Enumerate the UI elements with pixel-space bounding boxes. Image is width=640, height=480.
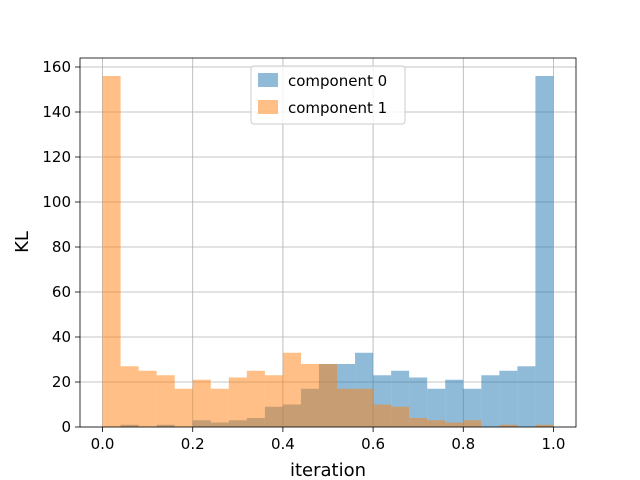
bar-component-1: [282, 352, 301, 427]
bar-component-1: [355, 388, 374, 427]
bar-component-0: [481, 375, 500, 427]
bar-component-1: [246, 370, 265, 427]
y-axis-ticks: 0 20 40 60 80 100 120 140 160: [42, 58, 80, 436]
y-tick-label: 120: [42, 148, 71, 166]
bar-component-0: [463, 388, 482, 427]
legend-swatch-component-1: [258, 100, 278, 114]
x-tick-label: 0.4: [271, 435, 295, 453]
bar-component-0: [445, 379, 464, 427]
bar-component-1: [463, 420, 482, 427]
bar-component-1: [499, 424, 518, 427]
legend-frame: [250, 65, 406, 125]
bar-component-1: [427, 420, 446, 427]
bar-component-1: [535, 424, 554, 427]
y-tick-label: 60: [52, 283, 71, 301]
bar-component-1: [300, 364, 319, 427]
y-tick-label: 0: [61, 418, 71, 436]
bar-component-1: [391, 406, 410, 427]
y-tick-label: 20: [52, 373, 71, 391]
bar-component-1: [210, 388, 229, 427]
x-tick-label: 0.0: [91, 435, 115, 453]
bar-component-0: [517, 366, 536, 427]
bar-component-1: [318, 364, 338, 427]
bars-group: [102, 76, 554, 427]
bar-component-1: [264, 375, 283, 427]
legend-label-component-1: component 1: [288, 99, 387, 117]
x-axis-label: iteration: [290, 460, 366, 480]
y-tick-label: 100: [42, 193, 71, 211]
bar-component-1: [138, 370, 157, 427]
y-tick-label: 80: [52, 238, 71, 256]
y-tick-label: 160: [42, 58, 71, 76]
legend: component 0 component 1: [250, 65, 406, 125]
legend-swatch-component-0: [258, 73, 278, 87]
x-tick-label: 0.6: [361, 435, 385, 453]
bar-component-1: [337, 388, 356, 427]
y-axis-label: KL: [12, 231, 33, 253]
bar-component-1: [120, 366, 139, 427]
x-tick-label: 1.0: [542, 435, 566, 453]
x-axis-ticks: 0.0 0.2 0.4 0.6 0.8 1.0: [91, 427, 566, 453]
bar-component-1: [102, 76, 121, 427]
bar-component-1: [409, 418, 428, 427]
bar-component-1: [228, 377, 247, 427]
bar-component-1: [373, 404, 392, 427]
bar-component-0: [409, 377, 428, 427]
x-tick-label: 0.8: [451, 435, 475, 453]
y-tick-label: 40: [52, 328, 71, 346]
bar-component-1: [156, 375, 175, 427]
x-tick-label: 0.2: [181, 435, 205, 453]
bar-component-1: [445, 422, 464, 427]
plot-frame: [79, 57, 577, 428]
legend-label-component-0: component 0: [288, 72, 387, 90]
bar-component-0: [499, 370, 518, 427]
bar-component-0: [535, 76, 554, 427]
bar-component-0: [427, 388, 446, 427]
y-tick-label: 140: [42, 103, 71, 121]
bar-component-1: [192, 379, 211, 427]
bar-component-1: [174, 388, 193, 427]
